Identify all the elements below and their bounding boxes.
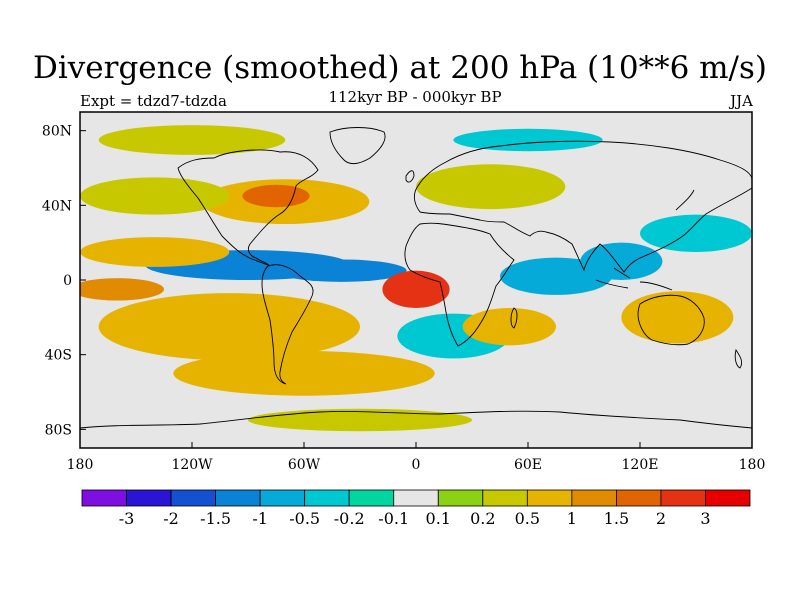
coastline-eurasia	[413, 140, 752, 273]
colorbar-swatch-0	[81, 489, 127, 507]
plot-area: 180 120W 60W 0 60E 120E 180 80N 40N 0 40S 80S	[42, 111, 766, 473]
colorbar-label-9: 0.5	[515, 509, 540, 528]
field-cell-13	[580, 242, 663, 280]
colorbar-swatch-14	[705, 489, 751, 507]
field-cell-18	[453, 128, 603, 152]
x-tick-label-6: 180	[739, 457, 766, 473]
colorbar-swatch-10	[526, 489, 573, 507]
x-axis: 180 120W 60W 0 60E 120E 180	[67, 442, 766, 473]
x-tick-label-4: 60E	[514, 457, 542, 473]
y-tick-label-0: 80N	[42, 124, 72, 140]
colorbar-label-5: -0.2	[334, 509, 365, 528]
colorbar-swatch-13	[660, 489, 706, 507]
colorbar-swatch-1	[126, 489, 172, 507]
x-tick-label-0: 180	[67, 457, 94, 473]
chart-title: Divergence (smoothed) at 200 hPa (10**6 …	[33, 50, 767, 86]
field-cell-14	[621, 291, 734, 344]
colorbar-label-13: 3	[700, 509, 710, 528]
colorbar-label-7: 0.1	[426, 509, 451, 528]
coastline-north-america	[177, 149, 319, 267]
y-tick-label-4: 80S	[45, 422, 72, 438]
coastline-south-america	[261, 264, 314, 385]
field-cell-1	[276, 259, 407, 282]
y-tick-label-1: 40N	[42, 198, 72, 214]
field-cell-7	[242, 184, 310, 208]
colorbar-swatch-11	[571, 489, 617, 507]
colorbar-label-11: 1.5	[604, 509, 629, 528]
chart-subtitle: 112kyr BP - 000kyr BP	[328, 88, 502, 106]
field-cell-17	[98, 125, 286, 155]
x-tick-label-5: 120E	[622, 457, 659, 473]
colorbar: -3 -2 -1.5 -1 -0.5 -0.2 -0.1 0.1 0.2 0.5 1 1.5 2 3	[81, 489, 751, 528]
experiment-label: Expt = tdzd7-tdzda	[80, 92, 227, 110]
coastlines	[80, 127, 752, 429]
field-cell-2	[98, 293, 360, 361]
field-cell-11	[462, 308, 556, 346]
divergence-field	[80, 125, 752, 432]
colorbar-swatch-8	[437, 489, 484, 507]
colorbar-label-12: 2	[656, 509, 666, 528]
coastline-japan	[675, 189, 695, 211]
y-tick-label-2: 0	[63, 273, 72, 289]
colorbar-swatch-5	[304, 489, 350, 507]
colorbar-label-10: 1	[567, 509, 577, 528]
colorbar-label-1: -2	[163, 509, 179, 528]
field-cell-4	[80, 237, 230, 267]
field-cell-16	[416, 164, 566, 210]
colorbar-swatch-7	[393, 489, 439, 507]
colorbar-label-4: -0.5	[289, 509, 320, 528]
field-cell-15	[640, 214, 752, 252]
colorbar-swatch-4	[259, 489, 306, 507]
field-cell-19	[248, 408, 472, 432]
colorbar-swatch-6	[348, 489, 395, 507]
coastline-australia	[637, 294, 705, 346]
colorbar-swatch-12	[616, 489, 662, 507]
coastline-antarctica	[80, 410, 752, 429]
field-cell-3	[173, 350, 435, 396]
x-tick-label-3: 0	[412, 457, 421, 473]
coastline-africa	[404, 222, 515, 347]
colorbar-label-3: -1	[252, 509, 268, 528]
coastline-madagascar	[510, 307, 518, 329]
colorbar-label-2: -1.5	[200, 509, 231, 528]
y-tick-label-3: 40S	[45, 348, 72, 364]
colorbar-label-8: 0.2	[470, 509, 495, 528]
x-tick-label-1: 120W	[171, 457, 213, 473]
colorbar-swatch-2	[170, 489, 216, 507]
field-cell-5	[80, 278, 164, 301]
y-axis: 80N 40N 0 40S 80S	[42, 124, 86, 438]
field-cell-8	[80, 177, 230, 215]
colorbar-label-0: -3	[119, 509, 135, 528]
season-label: JJA	[730, 92, 753, 110]
colorbar-label-6: -0.1	[378, 509, 409, 528]
field-cell-9	[382, 270, 450, 309]
coastline-indonesia	[595, 267, 673, 291]
coastline-new-zealand	[734, 348, 743, 369]
colorbar-swatch-9	[482, 489, 528, 507]
x-tick-label-2: 60W	[288, 457, 321, 473]
coastline-greenland	[329, 127, 386, 165]
colorbar-swatch-3	[215, 489, 261, 507]
coastline-uk	[405, 170, 415, 183]
